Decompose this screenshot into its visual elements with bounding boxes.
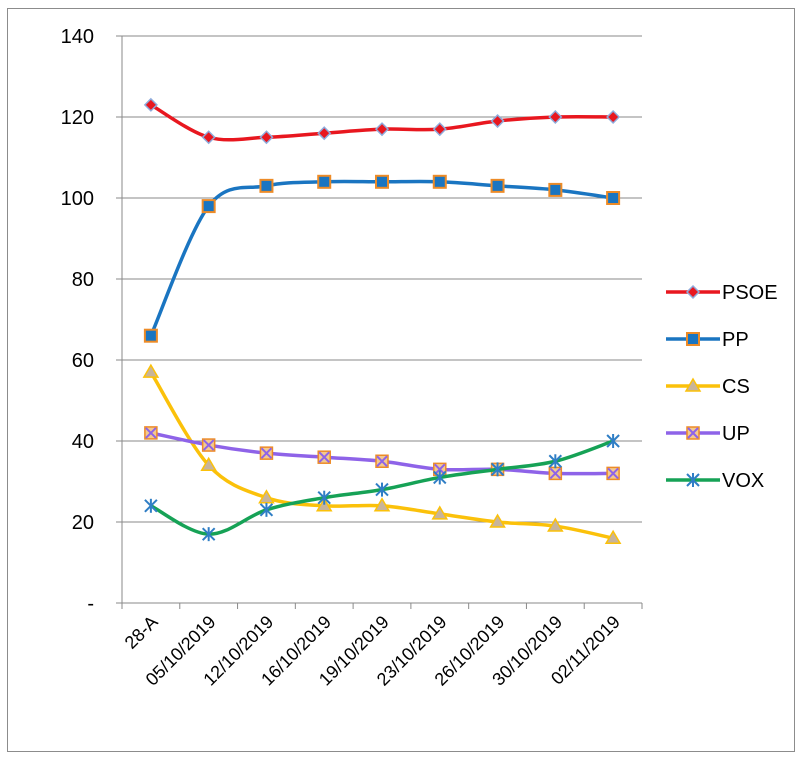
legend-label-psoe: PSOE [722, 282, 778, 304]
y-tick-label: - [87, 593, 94, 615]
series-vox [144, 434, 620, 542]
marker-cross [202, 439, 215, 451]
data-point-pp [548, 182, 563, 197]
legend-label-cs: CS [722, 376, 750, 398]
marker-cross [687, 427, 699, 439]
data-point-vox [259, 502, 274, 517]
marker-cross [318, 451, 330, 463]
legend-marker-pp [686, 332, 700, 346]
y-tick-label: 120 [61, 107, 94, 129]
data-point-psoe [606, 109, 621, 125]
series-group [142, 97, 622, 544]
data-point-up [548, 466, 563, 481]
data-point-psoe [259, 130, 274, 145]
x-tick-label: 28-A [121, 612, 162, 653]
data-point-pp [606, 191, 621, 205]
y-tick-label: 40 [72, 431, 94, 453]
data-point-cs [258, 489, 275, 504]
y-tick-label: 100 [61, 188, 94, 210]
legend-marker-cs [684, 377, 702, 392]
data-point-vox [144, 498, 158, 513]
data-point-cs [431, 505, 449, 520]
data-point-up [259, 446, 274, 460]
series-psoe [143, 97, 621, 145]
line-chart: - 20 40 60 80 100 120 140 28-A05/10/201912/10/2… [61, 26, 778, 690]
y-tick-label: 20 [72, 512, 94, 534]
data-point-vox [433, 470, 447, 485]
marker-cross [145, 427, 157, 439]
legend: PSOE PP CS UP VOX [666, 282, 778, 492]
data-point-cs [547, 517, 564, 532]
data-point-vox [548, 454, 563, 469]
data-point-vox [375, 482, 389, 497]
legend-marker-up [686, 426, 700, 440]
data-point-pp [490, 178, 505, 193]
data-point-up [375, 454, 389, 468]
data-point-psoe [201, 130, 216, 145]
data-point-pp [259, 178, 274, 193]
data-point-psoe [374, 122, 390, 137]
data-point-pp [317, 174, 332, 189]
legend-label-vox: VOX [722, 470, 764, 492]
data-point-cs [604, 529, 622, 544]
data-point-up [606, 466, 620, 481]
data-point-cs [315, 497, 333, 512]
data-point-pp [201, 199, 216, 214]
data-point-psoe [143, 97, 158, 112]
data-point-pp [432, 174, 447, 189]
legend-label-up: UP [722, 423, 750, 445]
data-point-up [317, 450, 331, 464]
y-axis-tick-labels: - 20 40 60 80 100 120 140 [61, 26, 94, 615]
series-pp [143, 174, 621, 343]
data-point-psoe [432, 122, 447, 137]
axes [116, 35, 643, 609]
legend-marker-psoe [685, 284, 701, 300]
data-point-pp [375, 174, 389, 189]
data-point-vox [201, 527, 216, 542]
data-point-cs [373, 497, 391, 512]
legend-item-psoe: PSOE [666, 282, 778, 304]
marker-cross [549, 467, 562, 480]
y-tick-label: 80 [72, 269, 94, 291]
marker-cross [260, 447, 273, 459]
y-tick-label: 60 [72, 350, 94, 372]
data-point-psoe [317, 126, 332, 141]
legend-marker-vox [686, 473, 700, 487]
legend-item-pp: PP [666, 329, 749, 351]
legend-label-pp: PP [722, 329, 749, 351]
data-point-cs [489, 513, 506, 528]
data-point-vox [317, 490, 331, 505]
series-cs [142, 363, 622, 544]
data-point-up [144, 426, 158, 440]
data-point-psoe [548, 109, 563, 125]
data-point-up [201, 438, 216, 452]
legend-item-cs: CS [666, 376, 750, 398]
data-point-cs [142, 363, 160, 378]
gridlines [122, 35, 642, 523]
x-axis-tick-labels: 28-A05/10/201912/10/201916/10/201919/10/… [121, 612, 624, 690]
data-point-psoe [490, 113, 505, 129]
marker-cross [434, 463, 446, 476]
marker-cross [607, 467, 619, 480]
data-point-pp [143, 328, 158, 343]
data-point-vox [490, 462, 505, 477]
legend-item-vox: VOX [666, 470, 764, 492]
chart-frame: - 20 40 60 80 100 120 140 28-A 05/10/2019 12/10/2… [7, 8, 795, 752]
legend-item-up: UP [666, 423, 750, 445]
series-line-pp [149, 179, 614, 337]
data-point-vox [606, 434, 620, 448]
data-point-cs [200, 456, 217, 472]
marker-cross [376, 455, 388, 467]
y-tick-label: 140 [61, 26, 94, 48]
